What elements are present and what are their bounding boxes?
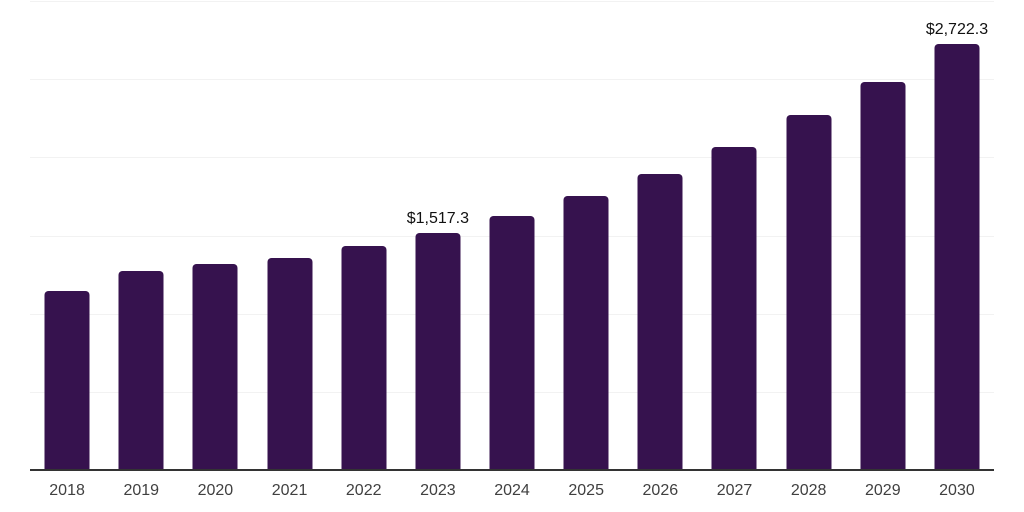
bar-2023 xyxy=(415,232,461,470)
bar-2029 xyxy=(860,81,906,470)
x-tick-label-2022: 2022 xyxy=(345,482,382,499)
bar-2019 xyxy=(118,271,164,470)
bar-slot-2026 xyxy=(623,1,697,470)
bar-2027 xyxy=(711,147,757,470)
gridline-2500 xyxy=(30,79,994,81)
bar-2021 xyxy=(267,257,313,470)
bar-slot-2018 xyxy=(30,1,104,470)
bar-2030 xyxy=(934,44,980,470)
x-tick-label-2026: 2026 xyxy=(642,482,679,499)
bar-2022 xyxy=(341,246,387,470)
bar-slot-2022 xyxy=(327,1,401,470)
x-tick-label-2020: 2020 xyxy=(197,482,234,499)
bar-slot-2021 xyxy=(252,1,326,470)
bar-slot-2024 xyxy=(475,1,549,470)
x-tick-label-2018: 2018 xyxy=(49,482,85,499)
gridline-2000 xyxy=(30,157,994,159)
bar-series: $1,517.3 $2,722.3 xyxy=(30,1,994,470)
x-tick-label-2027: 2027 xyxy=(716,482,753,499)
bar-2024 xyxy=(489,216,535,470)
bar-slot-2025 xyxy=(549,1,623,470)
bar-slot-2023: $1,517.3 xyxy=(401,1,475,470)
plot-area: $1,517.3 $2,722.3 xyxy=(30,1,994,470)
x-tick-label-2025: 2025 xyxy=(568,482,604,499)
data-label-2023: $1,517.3 xyxy=(406,209,469,227)
bar-2028 xyxy=(786,115,832,470)
x-tick-label-2028: 2028 xyxy=(790,482,827,499)
x-tick-label-2019: 2019 xyxy=(123,482,160,499)
x-tick-label-2023: 2023 xyxy=(420,482,456,499)
bar-slot-2020 xyxy=(178,1,252,470)
data-label-2030: $2,722.3 xyxy=(925,21,989,39)
x-axis-labels: 2018 2019 2020 2021 2022 2023 2024 2025 2026 2027… xyxy=(30,481,994,500)
bar-slot-2019 xyxy=(104,1,178,470)
bar-slot-2028 xyxy=(772,1,846,470)
bar-slot-2030: $2,722.3 xyxy=(920,1,994,470)
gridline-3000 xyxy=(30,1,994,2)
x-tick-label-2021: 2021 xyxy=(271,482,308,499)
x-tick-label-2030: 2030 xyxy=(939,482,975,499)
x-axis-line xyxy=(30,469,994,471)
bar-slot-2029 xyxy=(846,1,920,470)
bar-2026 xyxy=(637,173,683,470)
bar-2020 xyxy=(192,264,238,470)
x-tick-label-2024: 2024 xyxy=(494,482,530,499)
bar-2018 xyxy=(44,291,90,470)
x-tick-label-2029: 2029 xyxy=(865,482,901,499)
bar-slot-2027 xyxy=(697,1,771,470)
bar-2025 xyxy=(563,196,609,470)
